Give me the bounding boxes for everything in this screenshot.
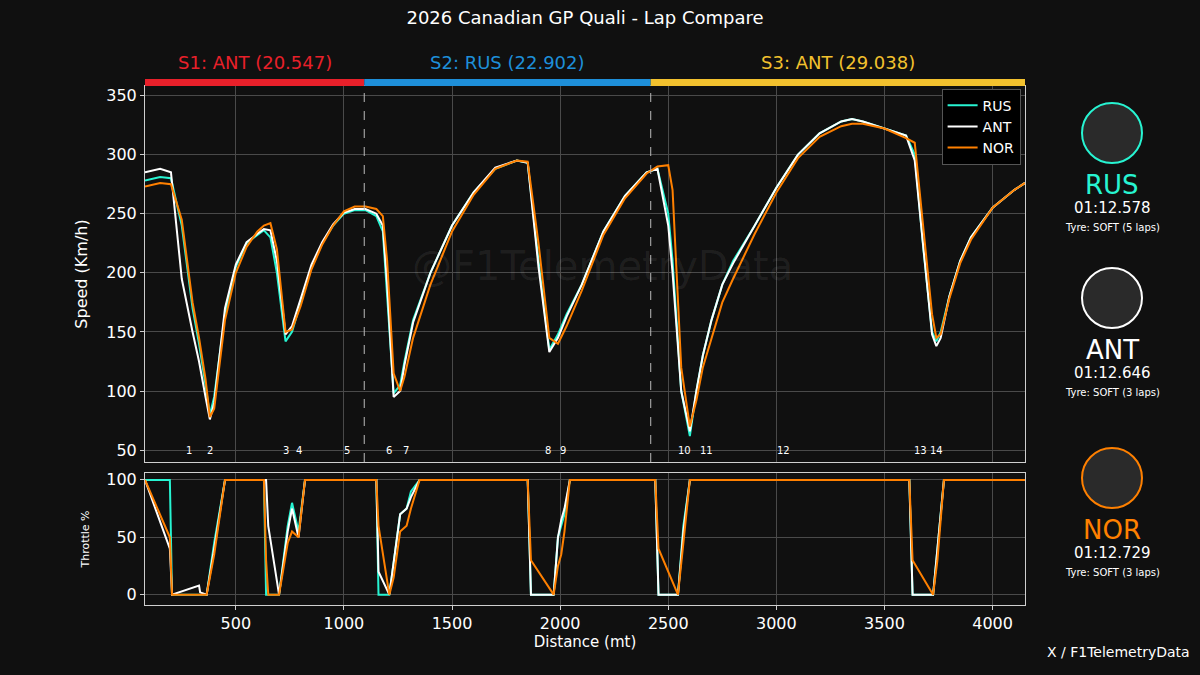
svg-text:Distance (mt): Distance (mt)	[534, 633, 637, 651]
svg-text:50: 50	[116, 441, 136, 460]
svg-text:2500: 2500	[648, 614, 689, 633]
svg-text:S3: ANT (29.038): S3: ANT (29.038)	[761, 52, 915, 73]
svg-text:9: 9	[560, 445, 566, 456]
svg-text:250: 250	[106, 204, 137, 223]
svg-text:RUS: RUS	[1085, 170, 1139, 200]
svg-text:ANT: ANT	[983, 119, 1012, 135]
svg-text:200: 200	[106, 263, 137, 282]
svg-text:S2: RUS (22.902): S2: RUS (22.902)	[430, 52, 585, 73]
svg-text:2026 Canadian GP Quali - Lap C: 2026 Canadian GP Quali - Lap Compare	[406, 7, 763, 28]
svg-text:350: 350	[106, 86, 137, 105]
svg-text:2: 2	[207, 445, 213, 456]
svg-text:1500: 1500	[432, 614, 473, 633]
svg-text:ANT: ANT	[1086, 335, 1139, 365]
svg-text:Throttle %: Throttle %	[79, 510, 92, 568]
svg-text:100: 100	[106, 382, 137, 401]
svg-text:10: 10	[678, 445, 691, 456]
svg-text:12: 12	[777, 445, 790, 456]
svg-text:5: 5	[344, 445, 350, 456]
svg-text:11: 11	[700, 445, 713, 456]
svg-text:Speed (Km/h): Speed (Km/h)	[72, 219, 91, 328]
svg-text:NOR: NOR	[983, 140, 1014, 156]
svg-text:7: 7	[403, 445, 409, 456]
svg-text:3: 3	[283, 445, 289, 456]
svg-text:@F1TelemetryData: @F1TelemetryData	[412, 243, 793, 289]
svg-text:150: 150	[106, 323, 137, 342]
svg-text:Tyre: SOFT (3 laps): Tyre: SOFT (3 laps)	[1065, 567, 1160, 578]
svg-text:8: 8	[545, 445, 551, 456]
svg-text:6: 6	[386, 445, 392, 456]
svg-text:0: 0	[127, 585, 137, 604]
svg-text:4: 4	[296, 445, 302, 456]
svg-text:1: 1	[186, 445, 192, 456]
svg-text:S1: ANT (20.547): S1: ANT (20.547)	[178, 52, 332, 73]
svg-text:Tyre: SOFT (5 laps): Tyre: SOFT (5 laps)	[1065, 222, 1160, 233]
svg-text:3500: 3500	[864, 614, 905, 633]
svg-text:3000: 3000	[756, 614, 797, 633]
svg-text:X / F1TelemetryData: X / F1TelemetryData	[1047, 644, 1190, 660]
svg-text:13: 13	[914, 445, 927, 456]
svg-text:14: 14	[930, 445, 943, 456]
svg-text:01:12.729: 01:12.729	[1074, 544, 1151, 562]
svg-text:NOR: NOR	[1083, 515, 1141, 545]
svg-text:RUS: RUS	[983, 98, 1012, 114]
svg-text:2000: 2000	[540, 614, 581, 633]
svg-text:4000: 4000	[972, 614, 1013, 633]
svg-text:01:12.578: 01:12.578	[1074, 199, 1151, 217]
svg-text:01:12.646: 01:12.646	[1074, 364, 1151, 382]
svg-text:100: 100	[106, 470, 137, 489]
svg-text:500: 500	[221, 614, 252, 633]
svg-text:300: 300	[106, 145, 137, 164]
svg-text:Tyre: SOFT (3 laps): Tyre: SOFT (3 laps)	[1065, 387, 1160, 398]
svg-text:50: 50	[116, 528, 136, 547]
svg-text:1000: 1000	[324, 614, 365, 633]
